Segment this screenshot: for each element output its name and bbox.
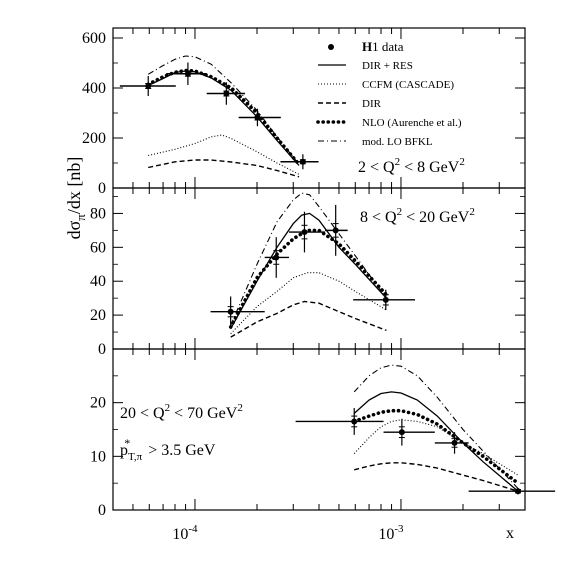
q2-range-label: 20 < Q2 < 70 GeV2 <box>120 402 243 422</box>
panel-1: 0 200 400 600 2 < Q2 < 8 GeV2 <box>82 27 526 197</box>
y-tick-label: 0 <box>98 502 106 519</box>
data-point <box>119 76 176 96</box>
data-point <box>468 487 556 495</box>
legend-marker <box>328 44 334 50</box>
y-tick-label: 10 <box>90 448 106 465</box>
legend-label: H1 data <box>362 39 404 54</box>
curve-dir <box>230 300 387 338</box>
data-point <box>325 204 348 256</box>
data-marker <box>184 70 191 77</box>
data-point <box>264 237 289 278</box>
legend-entry-bfkl: mod. LO BFKL <box>318 136 433 148</box>
y-tick-label: 20 <box>90 307 106 324</box>
x-tick-label: 10-3 <box>378 523 404 543</box>
data-point <box>295 408 384 435</box>
data-point <box>353 289 416 311</box>
y-tick-label: 0 <box>98 341 106 358</box>
data-point <box>238 108 281 127</box>
data-point <box>166 62 207 85</box>
curve-dir <box>148 159 300 178</box>
x-axis-label: x <box>506 525 514 542</box>
x-tick-label: 10-4 <box>172 523 198 543</box>
q2-range-label: 8 < Q2 < 20 GeV2 <box>360 206 475 226</box>
y-tick-label: 20 <box>90 395 106 412</box>
y-tick-label: 200 <box>82 130 106 147</box>
pt-cut-label: pT,π* > 3.5 GeV <box>120 436 216 463</box>
y-tick-label: 80 <box>90 205 106 222</box>
data-marker <box>515 488 522 495</box>
legend-entry-dir: DIR <box>318 98 382 110</box>
curve-d1r-res <box>147 70 300 166</box>
legend-label: mod. LO BFKL <box>362 136 433 148</box>
curve-dir <box>354 462 519 492</box>
curve-ccfm <box>148 134 300 175</box>
legend-entry-d1r-res: DIR + RES <box>318 60 413 72</box>
curve-bfkl <box>353 364 519 489</box>
data-marker <box>273 254 280 261</box>
data-point <box>210 296 265 327</box>
data-marker <box>382 296 389 303</box>
curve-nlo <box>146 68 301 167</box>
data-marker <box>254 114 261 121</box>
curve-nlo <box>228 228 389 329</box>
curve-d1r-res <box>353 391 519 492</box>
data-point <box>434 432 469 454</box>
legend-label: DIR + RES <box>362 60 413 72</box>
data-point <box>288 211 326 253</box>
data-marker <box>299 158 306 165</box>
legend-label: NLO (Aurenche et al.) <box>362 117 462 129</box>
panel-3: 0 10 20 20 < Q2 < 70 GeV2 pT,π* > 3.5 GeV <box>90 348 556 519</box>
data-marker <box>227 308 234 315</box>
data-marker <box>351 418 358 425</box>
legend: H1 data DIR + RES CCFM (CASCADE) DIR NLO (Au… <box>316 39 462 148</box>
y-tick-label: 40 <box>90 273 106 290</box>
data-point <box>383 418 435 446</box>
y-tick-label: 400 <box>82 80 106 97</box>
data-point <box>206 82 246 105</box>
axes-text-group: dσπ/dx [nb] x 10-4 10-3 <box>64 157 514 543</box>
curve-bfkl <box>230 192 387 326</box>
data-marker <box>301 229 308 236</box>
curve-nlo <box>352 408 520 485</box>
y-tick-label: 0 <box>98 180 106 197</box>
legend-entry-nlo: NLO (Aurenche et al.) <box>316 117 462 129</box>
legend-entry-data: H1 data <box>328 39 404 54</box>
data-marker <box>223 90 230 97</box>
q2-range-label: 2 < Q2 < 8 GeV2 <box>358 156 465 176</box>
legend-label: DIR <box>362 98 382 110</box>
curve-ccfm <box>353 419 519 476</box>
data-marker <box>145 83 152 89</box>
y-axis-label: dσπ/dx [nb] <box>64 157 88 240</box>
legend-entry-ccfm: CCFM (CASCADE) <box>318 79 454 91</box>
data-point <box>280 154 319 170</box>
data-marker <box>451 439 458 446</box>
data-marker <box>398 429 405 436</box>
data-marker <box>332 227 339 234</box>
y-tick-label: 600 <box>82 30 106 47</box>
panel-2: 0 20 40 60 80 8 < Q2 < 20 GeV2 <box>90 187 526 358</box>
legend-label: CCFM (CASCADE) <box>362 79 454 91</box>
y-tick-label: 60 <box>90 239 106 256</box>
